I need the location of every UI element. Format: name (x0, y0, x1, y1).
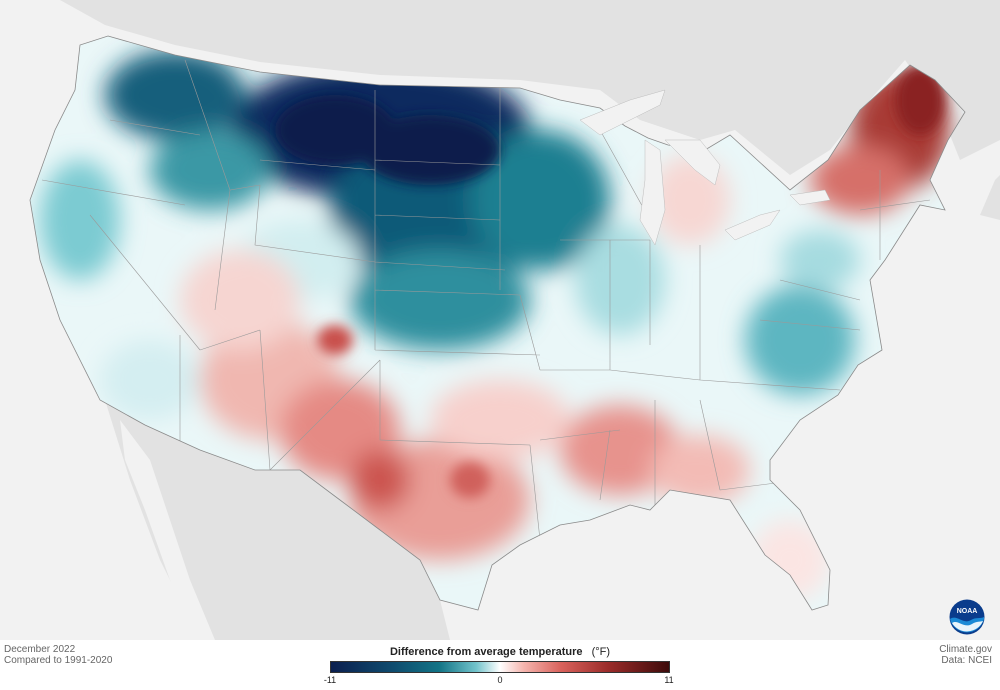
source-site-label: Climate.gov (939, 644, 992, 655)
legend-max-tick: 11 (664, 675, 674, 685)
period-label: December 2022 (4, 644, 76, 655)
noaa-logo-text: NOAA (957, 608, 978, 615)
baseline-label: Compared to 1991-2020 (4, 655, 113, 666)
legend-color-scale (330, 661, 670, 673)
great-lakes (579, 89, 831, 246)
legend-unit: (°F) (591, 646, 611, 658)
legend-min-tick: -11 (323, 675, 337, 685)
canada-landmass (0, 0, 1000, 220)
legend-title-text: Difference from average temperature (389, 646, 583, 658)
noaa-logo: NOAA (949, 599, 985, 635)
data-source-label: Data: NCEI (941, 655, 992, 666)
legend-title: Difference from average temperature (°F) (330, 646, 670, 658)
temperature-anomaly-map (0, 0, 1000, 640)
state-borders (41, 59, 931, 541)
mexico-landmass (105, 400, 450, 640)
legend-mid-tick: 0 (497, 675, 503, 685)
